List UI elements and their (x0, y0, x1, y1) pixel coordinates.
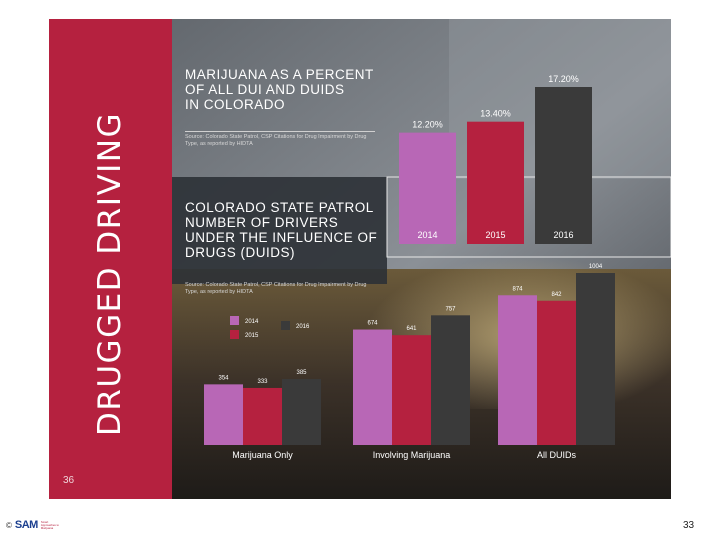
legend-swatch-2016 (281, 321, 290, 330)
side-title: DRUGGED DRIVING (92, 112, 128, 436)
chart1-value-label: 12.20% (412, 120, 443, 130)
chart2-bar-2015 (243, 388, 282, 445)
legend-label: 2014 (245, 319, 259, 325)
slide-number: 33 (683, 520, 694, 531)
chart1-bar-2016 (535, 87, 592, 244)
chart1-category-label: 2016 (553, 230, 573, 240)
chart2-bar-2016 (282, 379, 321, 445)
chart2-bar-2016 (576, 273, 615, 445)
chart2-category-label: Involving Marijuana (373, 450, 451, 460)
legend-label: 2015 (245, 333, 259, 339)
chart1-bar-2015 (467, 122, 524, 244)
chart2-bar-2015 (537, 301, 576, 445)
chart2-value-label: 874 (512, 286, 523, 292)
chart2-bar-2016 (431, 315, 470, 445)
chart2-bar-2014 (353, 330, 392, 445)
chart1-value-label: 13.40% (480, 109, 511, 119)
chart2-value-label: 1004 (589, 264, 603, 270)
logo-text: SAM (15, 519, 38, 531)
sam-logo: © SAM Smart Approaches to Marijuana (6, 519, 61, 531)
chart2-bar-2015 (392, 335, 431, 445)
inner-page-number: 36 (63, 475, 74, 486)
chart1-category-label: 2015 (485, 230, 505, 240)
chart2-category-label: All DUIDs (537, 450, 577, 460)
chart1-category-label: 2014 (417, 230, 437, 240)
chart1-bar-2014 (399, 133, 456, 244)
chart2-value-label: 385 (296, 370, 307, 376)
legend-label: 2016 (296, 324, 310, 330)
chart2-category-label: Marijuana Only (232, 450, 293, 460)
sidebar: DRUGGED DRIVING 36 (49, 19, 172, 499)
chart2-legend: 2014 2015 2016 (230, 316, 310, 339)
chart2-value-label: 842 (551, 292, 562, 298)
chart1-divider (185, 131, 375, 132)
chart1-source: Source: Colorado State Patrol, CSP Citat… (185, 134, 375, 148)
chart2-value-label: 354 (218, 375, 229, 381)
legend-swatch-2014 (230, 316, 239, 325)
chart2-value-label: 757 (445, 306, 456, 312)
chart2-source: Source: Colorado State Patrol, CSP Citat… (185, 282, 375, 296)
chart1-bars: 12.20% 2014 13.40% 2015 17.20% 2016 (399, 74, 592, 244)
chart2-bar-2014 (204, 384, 243, 445)
chart2-value-label: 674 (367, 321, 378, 327)
logo-tagline: Smart Approaches to Marijuana (41, 521, 61, 530)
chart2-value-label: 333 (257, 379, 268, 385)
chart2-bar-2014 (498, 295, 537, 445)
chart2-value-label: 641 (406, 326, 417, 332)
copyright-symbol: © (6, 521, 12, 530)
legend-swatch-2015 (230, 330, 239, 339)
chart2-title: COLORADO STATE PATROL NUMBER OF DRIVERS … (185, 200, 385, 260)
chart1-title: MARIJUANA AS A PERCENT OF ALL DUI AND DU… (185, 67, 385, 112)
chart1-value-label: 17.20% (548, 74, 579, 84)
slide: 12.20% 2014 13.40% 2015 17.20% 2016 354 333 385… (49, 19, 671, 499)
